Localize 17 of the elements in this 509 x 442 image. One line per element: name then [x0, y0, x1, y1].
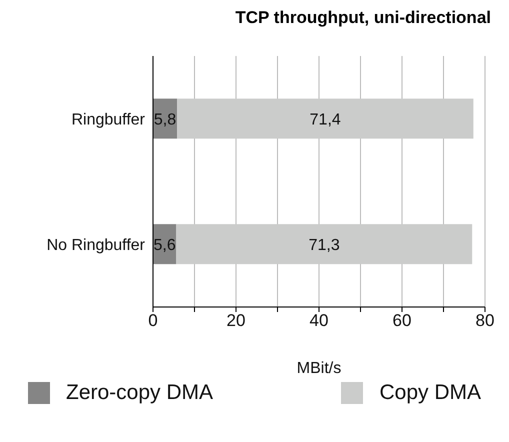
- data-label: 71,3: [308, 236, 340, 254]
- data-label: 71,4: [310, 111, 341, 128]
- x-tick-label: 0: [148, 311, 158, 330]
- data-label: 5,6: [153, 236, 176, 254]
- x-tick-label: 80: [476, 311, 494, 330]
- chart-title: TCP throughput, uni-directional: [234, 8, 492, 29]
- bar: [176, 224, 472, 264]
- bar: [177, 98, 474, 139]
- x-axis-title: MBit/s: [296, 360, 342, 377]
- data-label: 5,8: [154, 111, 176, 128]
- x-tick-label: 20: [226, 311, 246, 330]
- y-tick-label: No Ringbuffer: [46, 236, 146, 254]
- legend-label: Zero-copy DMA: [66, 381, 214, 405]
- x-tick-label: 60: [392, 311, 412, 330]
- legend-label: Copy DMA: [379, 381, 481, 405]
- x-tick-label: 40: [310, 311, 328, 330]
- y-tick-label: Ringbuffer: [71, 111, 146, 128]
